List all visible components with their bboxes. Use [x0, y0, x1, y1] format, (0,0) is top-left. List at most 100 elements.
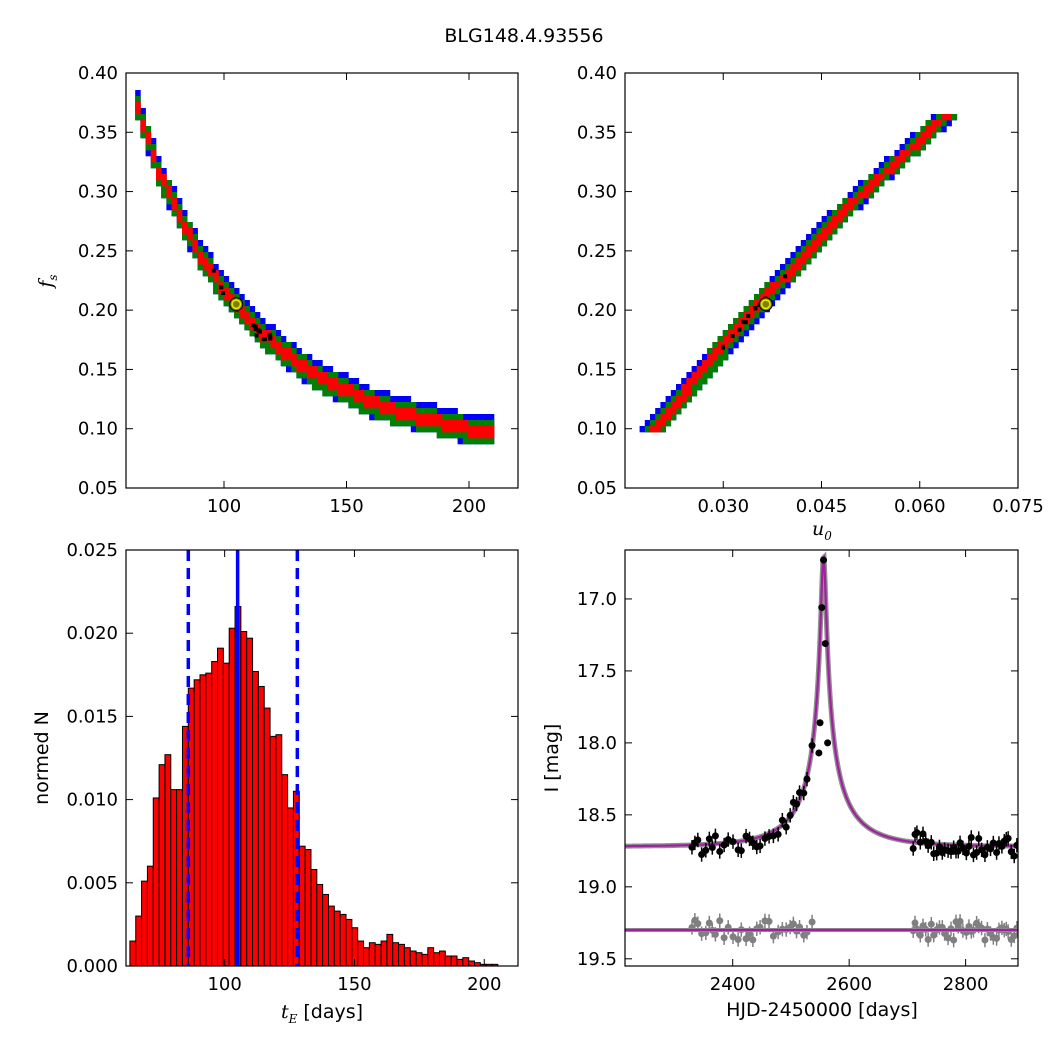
grid-cell-outer: [780, 288, 786, 295]
data-point-peak: [821, 640, 829, 648]
grid-cell-inner: [150, 150, 157, 157]
grid-cell-outer: [759, 312, 765, 319]
grid-cell-mid: [436, 426, 443, 433]
residual-point: [808, 918, 816, 926]
data-point-peak: [824, 739, 832, 747]
grid-cell-inner: [358, 396, 365, 403]
grid-cell-outer: [260, 318, 266, 325]
grid-cell-inner: [270, 342, 276, 349]
grid-cell-mid: [348, 402, 354, 409]
grid-cell-outer: [275, 330, 282, 337]
grid-cell-inner: [754, 300, 760, 307]
grid-cell-outer: [234, 288, 240, 295]
grid-cell-outer: [800, 240, 807, 247]
grid-cell-mid: [858, 186, 864, 193]
grid-cell-mid: [338, 396, 344, 403]
grid-cell-mid: [743, 324, 750, 331]
grid-cell-inner: [421, 414, 427, 421]
grid-cell-inner: [884, 168, 890, 175]
histogram-bar: [438, 950, 446, 967]
grid-cell-mid: [483, 420, 490, 427]
grid-cell-inner: [889, 168, 895, 175]
histogram-bar: [421, 953, 429, 967]
residual-point: [930, 931, 938, 939]
grid-cell-inner: [369, 396, 375, 403]
grid-cell-inner: [748, 306, 755, 313]
grid-cell-mid: [426, 426, 432, 433]
grid-cell-outer: [468, 414, 474, 421]
grid-cell-mid: [722, 330, 729, 337]
grid-cell-inner: [468, 426, 474, 433]
grid-cell-inner: [774, 282, 781, 289]
grid-cell-outer: [639, 426, 646, 433]
grid-cell-mid: [650, 420, 656, 427]
histogram-bar: [386, 933, 394, 967]
histogram-bar: [164, 754, 172, 967]
grid-cell-mid: [327, 372, 334, 379]
histogram-bar: [287, 807, 294, 967]
data-point: [708, 843, 716, 851]
grid-cell-mid: [431, 426, 438, 433]
grid-cell-mid: [837, 204, 843, 211]
grid-cell-outer: [462, 414, 469, 421]
grid-cell-mid: [364, 390, 370, 397]
grid-cell-mid: [660, 426, 666, 433]
residual-point: [716, 917, 724, 925]
grid-cell-mid: [696, 384, 703, 391]
grid-cell-mid: [182, 234, 188, 241]
grid-cell-mid: [889, 156, 895, 163]
panel-u0-fs: 0.030 0.045 0.060 0.075 0.05 0.10 0.15 0.20 0.25…: [577, 63, 1044, 543]
data-point: [933, 849, 941, 857]
grid-cell-mid: [228, 288, 235, 295]
grid-cell-mid: [447, 414, 453, 421]
grid-cell-inner: [260, 330, 266, 337]
grid-cell-outer: [405, 396, 412, 403]
grid-cell-outer: [280, 336, 287, 343]
grid-cell-outer: [416, 402, 422, 409]
grid-cell-mid: [254, 318, 261, 325]
histogram-bar: [275, 734, 283, 967]
grid-cell-outer: [655, 408, 661, 415]
grid-cell-mid: [655, 414, 661, 421]
grid-cell-mid: [317, 366, 323, 373]
grid-cell-mid: [691, 384, 698, 391]
grid-cell-inner: [722, 336, 729, 343]
grid-cell-mid: [738, 330, 744, 337]
x-axis-label: HJD-2450000 [days]: [726, 999, 918, 1021]
grid-cell-mid: [764, 282, 770, 289]
grid-cell-mid: [910, 138, 916, 145]
grid-cell-mid: [936, 114, 942, 121]
histogram-bar: [205, 672, 213, 967]
grid-cell-mid: [920, 126, 926, 133]
y-tick-label: 0.020: [66, 623, 118, 644]
grid-cell-mid: [686, 396, 692, 403]
grid-cell-inner: [826, 222, 833, 229]
y-tick-label: 0.000: [66, 956, 118, 977]
data-point: [989, 839, 997, 847]
grid-cell-mid: [400, 420, 406, 427]
residual-point: [729, 933, 737, 941]
grid-cell-outer: [702, 354, 708, 361]
grid-cell-inner: [410, 414, 417, 421]
histogram-bar: [281, 774, 289, 967]
grid-cell-outer: [670, 390, 677, 397]
grid-cell-mid: [483, 438, 490, 445]
best-cell: [253, 324, 258, 329]
grid-cell-mid: [135, 96, 141, 103]
histogram-bar: [433, 952, 440, 967]
residual-point: [789, 920, 797, 928]
grid-cell-outer: [270, 324, 276, 331]
histogram-bar: [392, 942, 400, 967]
grid-cell-mid: [894, 168, 900, 175]
grid-cell-inner: [332, 378, 339, 385]
residual-point: [705, 919, 713, 927]
grid-cell-inner: [795, 258, 802, 265]
grid-cell-inner: [223, 288, 230, 295]
grid-cell-outer: [202, 246, 209, 253]
grid-cell-inner: [878, 174, 885, 181]
grid-cell-inner: [717, 348, 724, 355]
grid-cell-mid: [426, 408, 432, 415]
grid-cell-mid: [171, 192, 178, 199]
grid-cell-outer: [343, 372, 349, 379]
grid-cell-inner: [208, 270, 214, 277]
